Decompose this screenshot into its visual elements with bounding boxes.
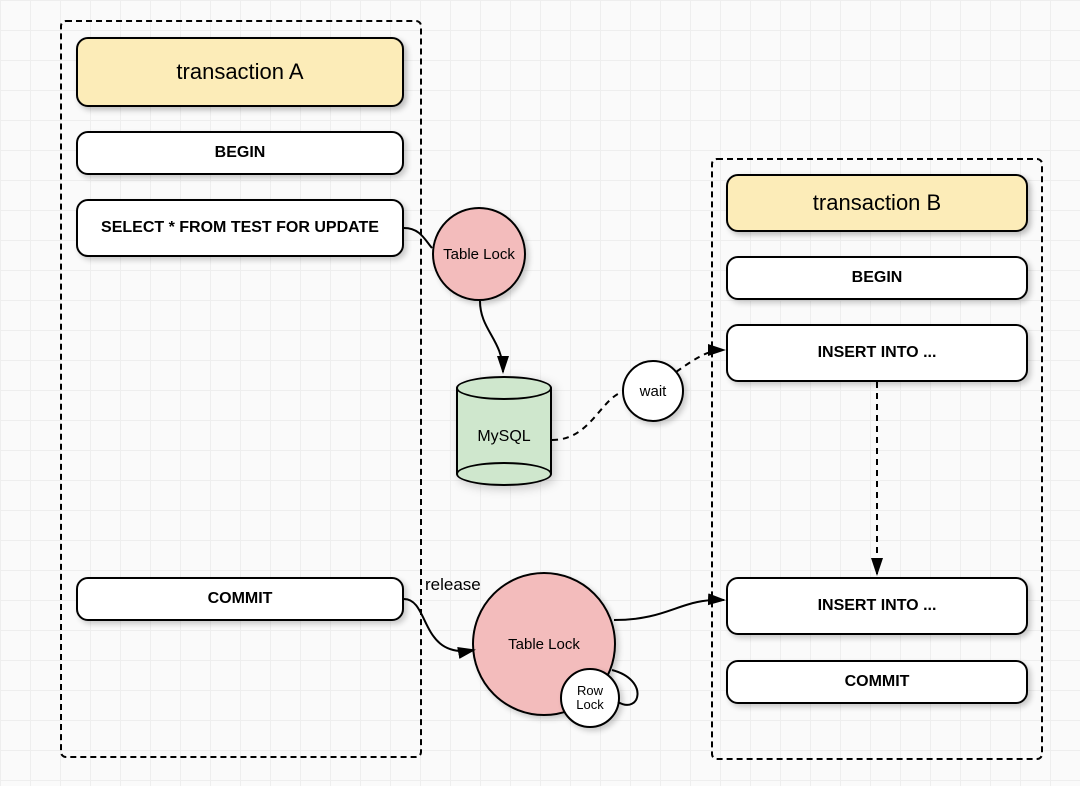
mysql-label: MySQL xyxy=(477,428,530,446)
transaction-a-header: transaction A xyxy=(76,37,404,107)
txb-insert1-label: INSERT INTO ... xyxy=(818,344,937,362)
tablelock1-node: Table Lock xyxy=(432,207,526,301)
mysql-top xyxy=(456,376,552,400)
rowlock-label: Row Lock xyxy=(576,684,603,713)
tablelock2-label: Table Lock xyxy=(508,636,580,653)
txa-begin-box: BEGIN xyxy=(76,131,404,175)
txb-insert1-box: INSERT INTO ... xyxy=(726,324,1028,382)
release-text: release xyxy=(425,575,481,594)
txa-select-box: SELECT * FROM TEST FOR UPDATE xyxy=(76,199,404,257)
transaction-a-title: transaction A xyxy=(176,59,303,85)
txb-begin-label: BEGIN xyxy=(852,269,903,287)
txb-commit-label: COMMIT xyxy=(845,673,910,691)
txb-insert2-box: INSERT INTO ... xyxy=(726,577,1028,635)
transaction-b-title: transaction B xyxy=(813,190,941,216)
transaction-b-header: transaction B xyxy=(726,174,1028,232)
txa-commit-label: COMMIT xyxy=(208,590,273,608)
txa-select-label: SELECT * FROM TEST FOR UPDATE xyxy=(101,219,379,237)
wait-label: wait xyxy=(640,383,667,400)
mysql-node: MySQL xyxy=(456,376,552,486)
txa-begin-label: BEGIN xyxy=(215,144,266,162)
wait-node: wait xyxy=(622,360,684,422)
rowlock-node: Row Lock xyxy=(560,668,620,728)
txa-commit-box: COMMIT xyxy=(76,577,404,621)
txb-insert2-label: INSERT INTO ... xyxy=(818,597,937,615)
txb-commit-box: COMMIT xyxy=(726,660,1028,704)
mysql-bottom xyxy=(456,462,552,486)
release-label: release xyxy=(425,575,481,595)
txb-begin-box: BEGIN xyxy=(726,256,1028,300)
tablelock1-label: Table Lock xyxy=(443,246,515,263)
